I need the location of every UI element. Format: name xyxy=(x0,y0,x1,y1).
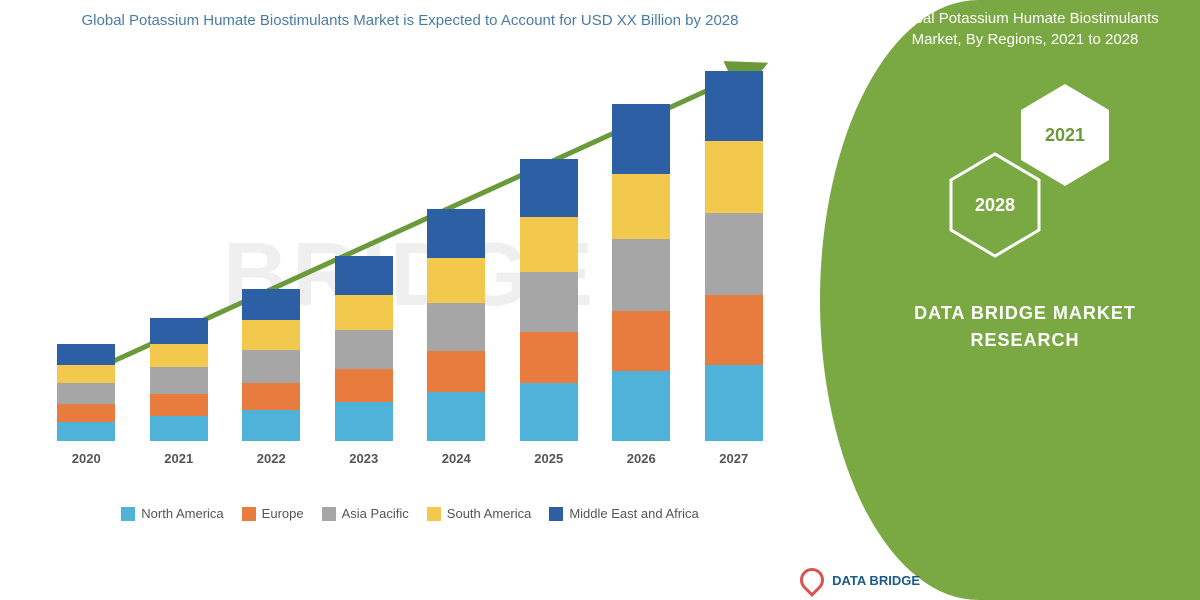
bar-group: 2023 xyxy=(329,256,399,441)
x-axis-label: 2021 xyxy=(144,451,214,466)
brand-line-2: RESEARCH xyxy=(914,327,1136,354)
bar-segment xyxy=(520,217,578,272)
bar-group: 2024 xyxy=(421,209,491,441)
bar-stack xyxy=(612,104,670,441)
bar-stack xyxy=(150,318,208,441)
hexagon-2028: 2028 xyxy=(945,150,1045,260)
bar-segment xyxy=(612,174,670,238)
bar-segment xyxy=(520,332,578,383)
bar-segment xyxy=(242,383,300,410)
side-title: Global Potassium Humate Biostimulants Ma… xyxy=(870,8,1180,50)
bar-segment xyxy=(150,394,208,415)
bar-segment xyxy=(335,369,393,402)
chart-area: 2020 2021 2022 2023 2024 2025 2026 2027 xyxy=(30,51,790,471)
chart-title: Global Potassium Humate Biostimulants Ma… xyxy=(20,10,800,31)
bar-segment xyxy=(427,351,485,392)
legend-item: Asia Pacific xyxy=(322,506,409,521)
bar-group: 2025 xyxy=(514,159,584,441)
bar-segment xyxy=(242,289,300,320)
legend-item: South America xyxy=(427,506,532,521)
legend-swatch xyxy=(427,507,441,521)
bar-stack xyxy=(57,344,115,441)
footer-text: DATA BRIDGE xyxy=(832,573,920,588)
bar-group: 2026 xyxy=(606,104,676,441)
bar-segment xyxy=(705,141,763,213)
x-axis-label: 2026 xyxy=(606,451,676,466)
hex-year-2: 2028 xyxy=(975,195,1015,216)
bar-segment xyxy=(427,392,485,441)
bars-container: 2020 2021 2022 2023 2024 2025 2026 2027 xyxy=(30,71,790,441)
bar-segment xyxy=(335,295,393,330)
bar-group: 2021 xyxy=(144,318,214,441)
hex-year-1: 2021 xyxy=(1045,125,1085,146)
hexagon-group: 2021 2028 xyxy=(915,80,1135,260)
bar-group: 2027 xyxy=(699,71,769,441)
bar-segment xyxy=(335,330,393,369)
bar-segment xyxy=(57,344,115,365)
bar-segment xyxy=(520,383,578,441)
bar-segment xyxy=(705,71,763,141)
legend-label: Asia Pacific xyxy=(342,506,409,521)
bar-segment xyxy=(427,258,485,303)
x-axis-label: 2025 xyxy=(514,451,584,466)
bar-segment xyxy=(335,402,393,441)
bar-segment xyxy=(150,367,208,394)
legend-label: North America xyxy=(141,506,223,521)
chart-panel: Global Potassium Humate Biostimulants Ma… xyxy=(0,0,820,600)
bar-segment xyxy=(57,404,115,422)
bar-segment xyxy=(335,256,393,295)
bar-segment xyxy=(520,159,578,217)
bar-segment xyxy=(427,209,485,258)
legend: North America Europe Asia Pacific South Ame… xyxy=(20,506,800,521)
bar-segment xyxy=(150,416,208,441)
legend-label: Europe xyxy=(262,506,304,521)
brand-text: DATA BRIDGE MARKET RESEARCH xyxy=(914,300,1136,354)
bar-segment xyxy=(612,371,670,441)
legend-item: Middle East and Africa xyxy=(549,506,698,521)
legend-item: North America xyxy=(121,506,223,521)
brand-line-1: DATA BRIDGE MARKET xyxy=(914,300,1136,327)
bar-group: 2020 xyxy=(51,344,121,441)
bar-segment xyxy=(150,344,208,367)
bar-segment xyxy=(612,239,670,311)
legend-swatch xyxy=(242,507,256,521)
bar-segment xyxy=(242,350,300,383)
bar-segment xyxy=(57,365,115,383)
x-axis-label: 2023 xyxy=(329,451,399,466)
legend-item: Europe xyxy=(242,506,304,521)
bar-segment xyxy=(150,318,208,343)
bar-segment xyxy=(242,410,300,441)
bar-stack xyxy=(705,71,763,441)
bar-segment xyxy=(612,104,670,174)
bar-segment xyxy=(705,213,763,295)
bar-stack xyxy=(427,209,485,441)
bar-segment xyxy=(705,365,763,441)
legend-swatch xyxy=(549,507,563,521)
x-axis-label: 2020 xyxy=(51,451,121,466)
x-axis-label: 2027 xyxy=(699,451,769,466)
bar-segment xyxy=(242,320,300,349)
bar-segment xyxy=(612,311,670,371)
legend-swatch xyxy=(121,507,135,521)
x-axis-label: 2024 xyxy=(421,451,491,466)
legend-swatch xyxy=(322,507,336,521)
bar-segment xyxy=(57,383,115,404)
bar-stack xyxy=(242,289,300,441)
legend-label: Middle East and Africa xyxy=(569,506,698,521)
bar-stack xyxy=(520,159,578,441)
bar-segment xyxy=(705,295,763,365)
bar-stack xyxy=(335,256,393,441)
bar-segment xyxy=(520,272,578,332)
legend-label: South America xyxy=(447,506,532,521)
bar-segment xyxy=(427,303,485,352)
x-axis-label: 2022 xyxy=(236,451,306,466)
side-panel: Global Potassium Humate Biostimulants Ma… xyxy=(820,0,1200,600)
bar-segment xyxy=(57,422,115,441)
bar-group: 2022 xyxy=(236,289,306,441)
